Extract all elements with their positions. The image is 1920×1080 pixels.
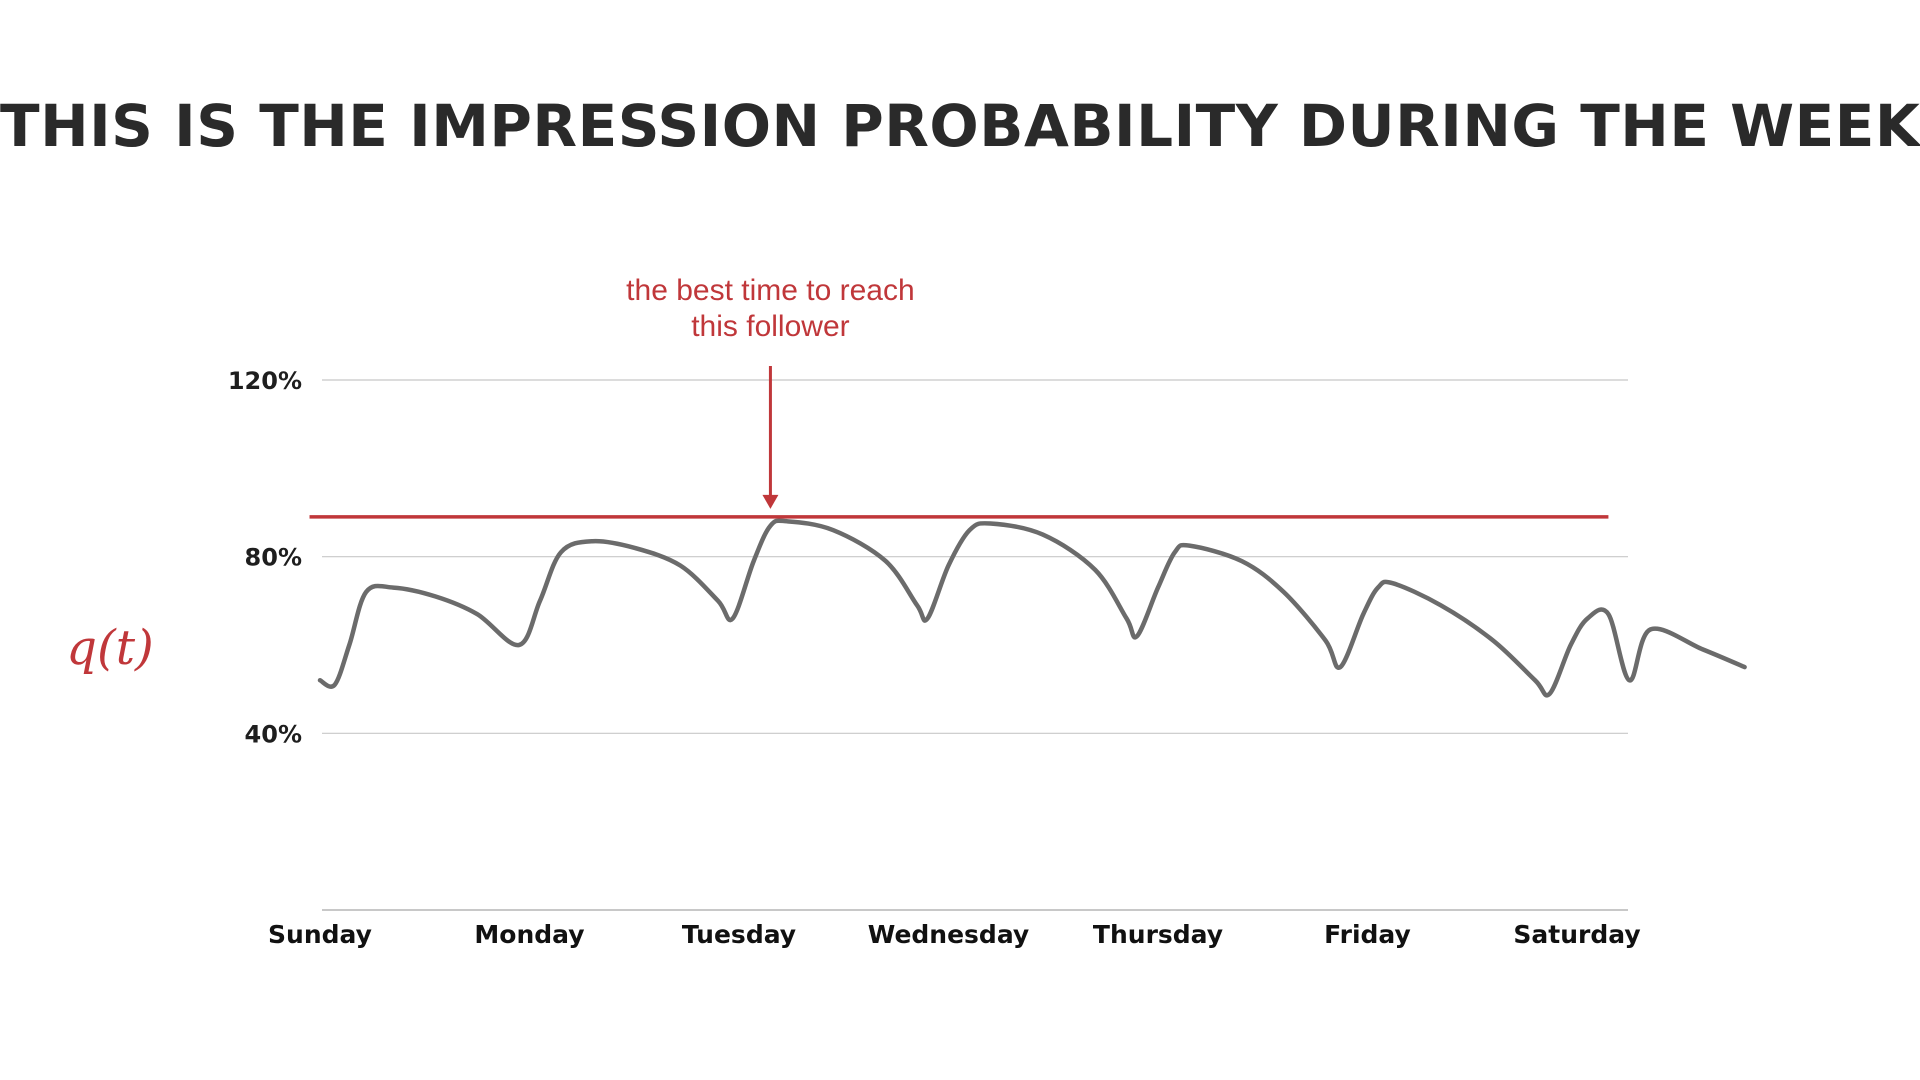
x-tick-label: Sunday — [268, 920, 372, 949]
y-tick-label: 40% — [245, 720, 302, 748]
x-tick-label: Saturday — [1513, 920, 1640, 949]
gridlines — [322, 379, 1628, 911]
x-tick-label: Friday — [1324, 920, 1411, 949]
annotation-arrow-head — [762, 494, 779, 509]
annotation-text: the best time to reach — [626, 274, 915, 307]
annotation-text: this follower — [691, 310, 849, 343]
series-layer — [317, 518, 1747, 698]
series-line-q-t — [317, 518, 1747, 698]
x-tick-label: Thursday — [1093, 920, 1223, 949]
y-tick-label: 120% — [228, 367, 302, 395]
x-tick-label: Tuesday — [682, 920, 796, 949]
y-tick-label: 80% — [245, 544, 302, 572]
x-axis-ticks: Sunday Monday Tuesday Wednesday Thursday Frid… — [268, 920, 1641, 949]
y-axis-label: q(t) — [66, 620, 153, 676]
x-tick-label: Monday — [474, 920, 584, 949]
x-tick-label: Wednesday — [868, 920, 1029, 949]
slide-title: THIS IS THE IMPRESSION PROBABILITY DURIN… — [0, 92, 1920, 160]
y-axis-ticks: 120% 80% 40% — [228, 367, 302, 748]
